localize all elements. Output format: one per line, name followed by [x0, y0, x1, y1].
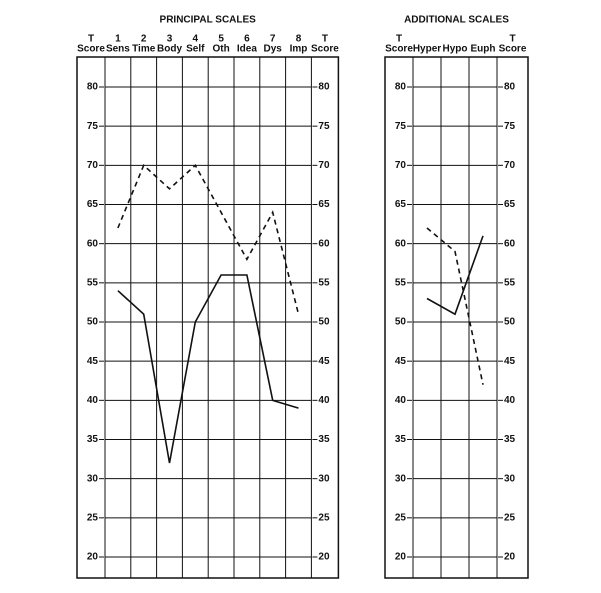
y-tick-label: 75 [504, 121, 516, 132]
y-tick-label: 30 [318, 473, 330, 484]
y-tick-label: 45 [87, 356, 99, 367]
y-tick-label: 70 [395, 160, 407, 171]
y-axis-label: T [322, 34, 328, 45]
x-tick-label: Euph [471, 44, 496, 55]
x-tick-label: Imp [290, 44, 308, 55]
x-tick-label: Hyper [413, 44, 441, 55]
scale-number: 7 [270, 34, 276, 45]
y-tick-label: 25 [504, 512, 516, 523]
y-tick-label: 70 [504, 160, 516, 171]
y-tick-label: 30 [504, 473, 516, 484]
y-tick-label: 50 [87, 317, 99, 328]
y-tick-label: 50 [395, 317, 407, 328]
y-tick-label: 55 [87, 277, 99, 288]
y-tick-label: 65 [87, 199, 99, 210]
y-tick-label: 45 [318, 356, 330, 367]
profile-line [426, 227, 484, 385]
y-tick-label: 55 [504, 277, 516, 288]
y-tick-label: 60 [318, 238, 330, 249]
y-axis-label: Score [385, 44, 413, 55]
scale-number: 4 [193, 34, 199, 45]
x-tick-label: Body [157, 44, 182, 55]
y-tick-label: 70 [87, 160, 99, 171]
y-axis-label: T [88, 34, 94, 45]
y-axis-label: T [396, 34, 402, 45]
y-axis-label: T [509, 34, 515, 45]
y-tick-label: 75 [395, 121, 407, 132]
y-axis-label: Score [499, 44, 527, 55]
profile-line [426, 235, 484, 316]
x-tick-label: Idea [237, 44, 257, 55]
y-tick-label: 80 [87, 82, 99, 93]
x-tick-label: Dys [264, 44, 283, 55]
y-tick-label: 45 [504, 356, 516, 367]
scale-number: 6 [244, 34, 250, 45]
panel-title: ADDITIONAL SCALES [404, 15, 509, 26]
y-tick-label: 20 [504, 552, 516, 563]
x-tick-label: Time [132, 44, 156, 55]
y-tick-label: 35 [87, 434, 99, 445]
y-tick-label: 75 [318, 121, 330, 132]
y-tick-label: 60 [395, 238, 407, 249]
x-tick-label: Hypo [443, 44, 468, 55]
y-tick-label: 70 [318, 160, 330, 171]
scale-number: 8 [296, 34, 302, 45]
y-tick-label: 75 [87, 121, 99, 132]
y-tick-label: 40 [318, 395, 330, 406]
y-tick-label: 35 [504, 434, 516, 445]
y-tick-label: 25 [318, 512, 330, 523]
x-tick-label: Oth [212, 44, 229, 55]
scale-number: 3 [167, 34, 173, 45]
y-tick-label: 40 [87, 395, 99, 406]
y-tick-label: 50 [318, 317, 330, 328]
y-tick-label: 35 [395, 434, 407, 445]
y-axis-label: Score [77, 44, 105, 55]
panel-title: PRINCIPAL SCALES [160, 15, 257, 26]
y-tick-label: 20 [395, 552, 407, 563]
y-tick-label: 20 [87, 552, 99, 563]
profile-line [117, 163, 300, 315]
y-tick-label: 30 [87, 473, 99, 484]
y-tick-label: 65 [395, 199, 407, 210]
y-tick-label: 60 [87, 238, 99, 249]
scale-number: 2 [141, 34, 147, 45]
y-tick-label: 25 [87, 512, 99, 523]
y-axis-label: Score [311, 44, 339, 55]
panel-frame [384, 56, 529, 579]
y-tick-label: 60 [504, 238, 516, 249]
y-tick-label: 80 [318, 82, 330, 93]
y-tick-label: 65 [318, 199, 330, 210]
y-tick-label: 30 [395, 473, 407, 484]
y-tick-label: 80 [504, 82, 516, 93]
y-tick-label: 80 [395, 82, 407, 93]
y-tick-label: 55 [395, 277, 407, 288]
y-tick-label: 40 [504, 395, 516, 406]
y-tick-label: 40 [395, 395, 407, 406]
y-tick-label: 65 [504, 199, 516, 210]
y-tick-label: 55 [318, 277, 330, 288]
x-tick-label: Sens [106, 44, 130, 55]
x-tick-label: Self [186, 44, 205, 55]
profile-line [117, 274, 299, 464]
y-tick-label: 35 [318, 434, 330, 445]
y-tick-label: 45 [395, 356, 407, 367]
scale-number: 5 [218, 34, 224, 45]
y-tick-label: 25 [395, 512, 407, 523]
y-tick-label: 50 [504, 317, 516, 328]
y-tick-label: 20 [318, 552, 330, 563]
scale-number: 1 [115, 34, 121, 45]
